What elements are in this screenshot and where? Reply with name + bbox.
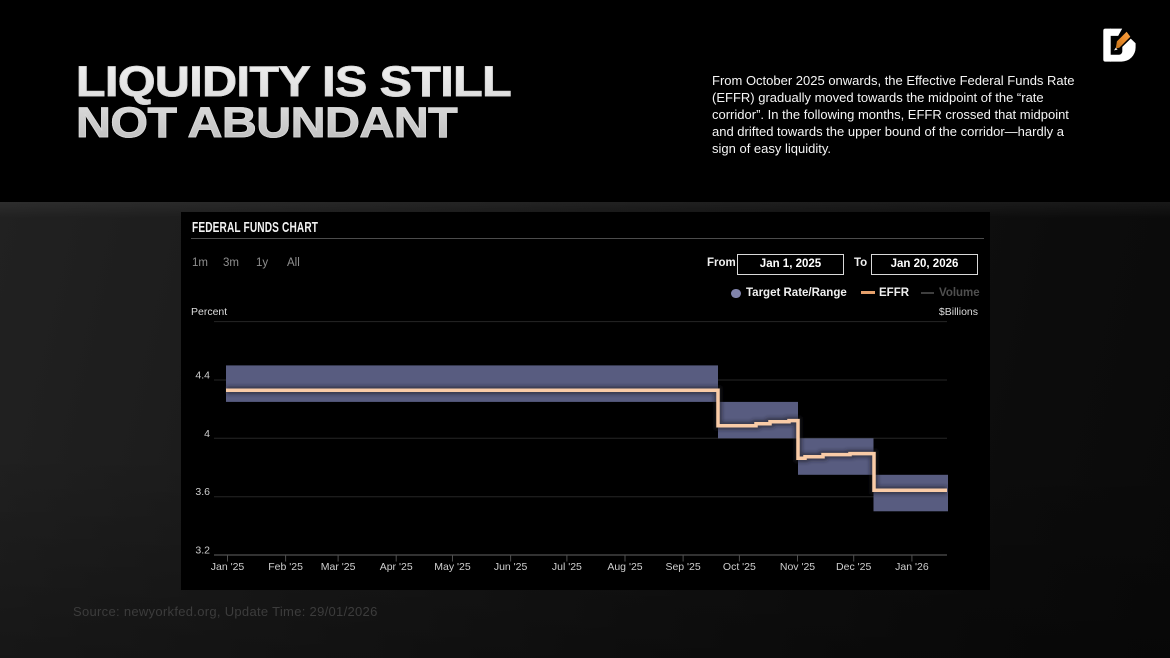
svg-text:Nov '25: Nov '25: [780, 561, 815, 573]
svg-text:Jan '26: Jan '26: [895, 561, 929, 573]
svg-text:Sep '25: Sep '25: [665, 561, 700, 573]
svg-text:4.4: 4.4: [195, 370, 210, 382]
svg-text:Mar '25: Mar '25: [321, 561, 356, 573]
svg-text:Jul '25: Jul '25: [552, 561, 582, 573]
svg-text:Jan '25: Jan '25: [211, 561, 245, 573]
svg-text:Jun '25: Jun '25: [494, 561, 528, 573]
svg-text:Aug '25: Aug '25: [607, 561, 642, 573]
svg-text:Oct '25: Oct '25: [723, 561, 756, 573]
svg-text:Apr '25: Apr '25: [380, 561, 413, 573]
svg-text:3.6: 3.6: [195, 486, 210, 498]
svg-text:May '25: May '25: [434, 561, 471, 573]
svg-text:Feb '25: Feb '25: [268, 561, 303, 573]
svg-text:Dec '25: Dec '25: [836, 561, 871, 573]
svg-text:3.2: 3.2: [195, 545, 210, 557]
svg-text:4: 4: [204, 428, 210, 440]
